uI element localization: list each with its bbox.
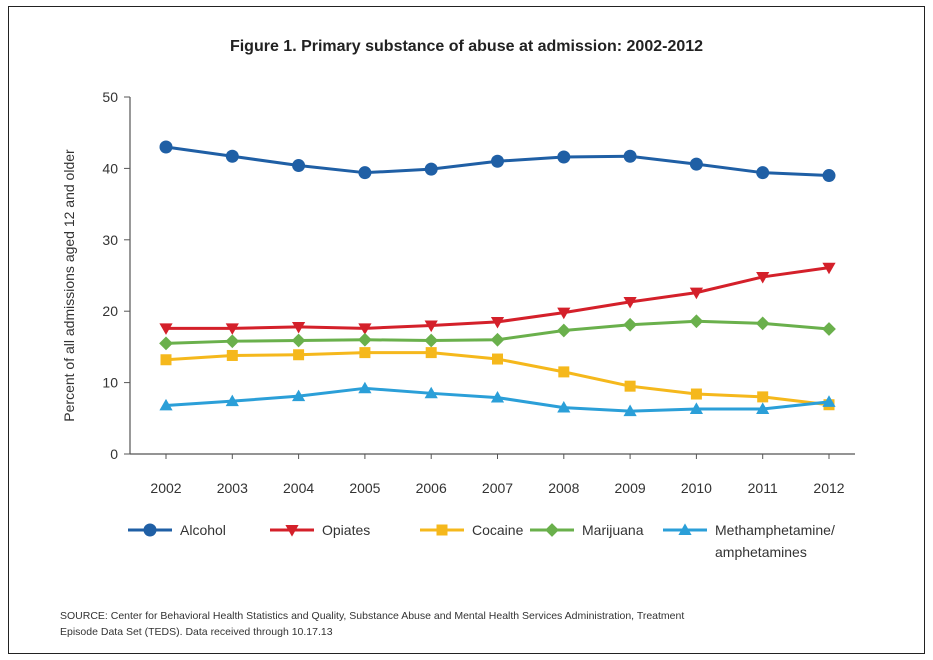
data-point-methamphetamine-amphetamines [756,402,770,414]
data-point-cocaine [558,366,570,378]
legend-swatch-marker-alcohol [143,523,157,537]
data-point-cocaine [293,349,305,361]
data-point-opiates [292,321,306,334]
x-tick-label: 2004 [283,480,314,496]
data-point-marijuana [358,332,372,347]
data-point-cocaine [757,391,769,403]
source-note: SOURCE: Center for Behavioral Health Sta… [60,608,920,640]
data-point-alcohol [424,162,438,176]
legend-swatch-marker-cocaine [436,524,448,536]
x-tick-label: 2011 [748,480,778,496]
data-point-methamphetamine-amphetamines [557,400,571,413]
x-tick-label: 2012 [813,480,844,496]
y-tick-label: 40 [102,160,118,176]
data-point-opiates [689,287,703,300]
data-point-marijuana [755,316,770,331]
data-point-marijuana [424,333,439,348]
x-tick-label: 2006 [416,480,447,496]
data-point-cocaine [624,380,636,392]
data-point-methamphetamine-amphetamines [822,395,836,407]
legend-label-alcohol: Alcohol [180,522,226,538]
line-chart: 0 10 20 30 40 50 2002 2003 2004 2005 2006 2007 2008 2… [61,89,855,560]
data-point-opiates [756,271,770,284]
data-point-marijuana [225,334,240,349]
data-point-opiates [623,296,637,309]
data-point-opiates [424,320,438,333]
data-point-opiates [557,307,571,320]
data-point-cocaine [690,388,702,400]
data-point-cocaine [359,347,371,359]
data-point-alcohol [292,159,306,173]
y-tick-label: 20 [102,303,118,319]
x-tick-label: 2003 [217,480,248,496]
data-point-methamphetamine-amphetamines [623,404,637,417]
data-point-alcohol [557,150,571,164]
x-tick-label: 2010 [681,480,712,496]
data-point-marijuana [623,317,637,332]
data-point-marijuana [159,336,173,351]
legend-label-cocaine: Cocaine [472,522,524,538]
y-tick-label: 10 [102,375,118,391]
source-line-1: SOURCE: Center for Behavioral Health Sta… [60,610,685,622]
data-point-cocaine [425,347,437,359]
data-point-methamphetamine-amphetamines [358,381,372,394]
data-point-alcohol [358,166,372,180]
legend-label-methamphetamine-amphetamines-line2: amphetamines [715,544,807,560]
data-point-marijuana [556,323,571,338]
data-point-opiates [159,323,173,335]
legend-swatch-marker-methamphetamine-amphetamines [678,523,692,535]
y-tick-label: 30 [102,232,118,248]
data-point-alcohol [159,140,173,154]
x-tick-label: 2009 [615,480,646,496]
data-point-methamphetamine-amphetamines [159,398,173,411]
x-tick-label: 2007 [482,480,513,496]
y-axis-label: Percent of all admissions aged 12 and ol… [61,149,77,422]
data-point-marijuana [689,314,704,329]
data-point-alcohol [822,169,836,183]
x-tick-label: 2005 [349,480,380,496]
legend-label-methamphetamine-amphetamines: Methamphetamine/ [715,522,835,538]
data-point-alcohol [225,149,239,163]
legend-label-marijuana: Marijuana [582,522,644,538]
data-point-alcohol [623,149,637,163]
data-point-alcohol [491,154,504,168]
legend-swatch-marker-marijuana [545,523,559,537]
legend-swatch-marker-opiates [285,525,299,537]
data-point-cocaine [492,353,503,365]
data-point-methamphetamine-amphetamines [292,389,306,402]
data-point-opiates [490,316,505,329]
y-tick-label: 0 [110,446,118,462]
data-point-alcohol [756,166,770,180]
data-point-methamphetamine-amphetamines [424,386,438,399]
x-tick-label: 2008 [548,480,579,496]
data-point-cocaine [226,349,238,361]
data-point-methamphetamine-amphetamines [225,394,239,407]
legend-label-opiates: Opiates [322,522,370,538]
data-point-alcohol [689,157,703,171]
x-tick-label: 2002 [150,480,181,496]
source-line-2: Episode Data Set (TEDS). Data received t… [60,626,333,638]
data-point-methamphetamine-amphetamines [490,390,505,403]
data-point-opiates [358,323,372,335]
data-point-opiates [822,262,836,275]
data-point-cocaine [160,354,172,366]
data-point-marijuana [291,333,306,348]
y-tick-label: 50 [102,89,118,105]
data-point-opiates [225,323,239,335]
chart-title: Figure 1. Primary substance of abuse at … [229,38,704,55]
data-point-marijuana [490,332,505,347]
figure-frame [8,6,925,654]
data-point-methamphetamine-amphetamines [689,402,703,414]
data-point-marijuana [822,322,836,336]
